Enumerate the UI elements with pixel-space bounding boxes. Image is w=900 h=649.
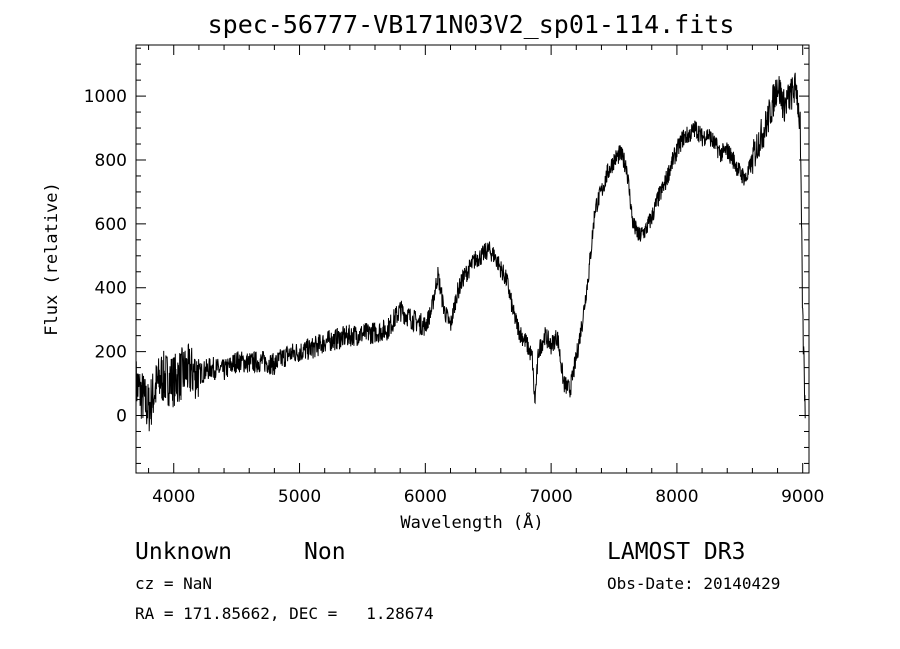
plot-frame bbox=[135, 44, 810, 474]
x-axis-label: Wavelength (Å) bbox=[400, 511, 543, 533]
x-tick-label: 7000 bbox=[529, 487, 572, 507]
y-axis-label: Flux (relative) bbox=[42, 182, 62, 336]
y-tick-label: 0 bbox=[116, 407, 127, 427]
redshift-text: cz = NaN bbox=[135, 574, 213, 593]
y-tick-label: 1000 bbox=[84, 87, 127, 107]
x-tick-label: 8000 bbox=[655, 487, 698, 507]
tick-labels: 4000 5000 6000 7000 8000 9000 0 200 400 600 800 100… bbox=[84, 87, 825, 507]
obs-date-text: Obs-Date: 20140429 bbox=[607, 574, 781, 593]
coordinates-text: RA = 171.85662, DEC = 1.28674 bbox=[135, 604, 434, 623]
x-tick-label: 4000 bbox=[152, 487, 195, 507]
x-tick-label: 6000 bbox=[404, 487, 447, 507]
x-tick-label: 5000 bbox=[278, 487, 321, 507]
survey-label: LAMOST DR3 bbox=[607, 539, 746, 565]
axis-ticks bbox=[136, 45, 809, 473]
object-subclass: Non bbox=[304, 539, 346, 565]
y-tick-label: 200 bbox=[95, 343, 127, 363]
flux-series-line bbox=[135, 72, 806, 432]
x-tick-label: 9000 bbox=[781, 487, 824, 507]
y-tick-label: 800 bbox=[95, 151, 127, 171]
y-tick-label: 400 bbox=[95, 279, 127, 299]
object-class: Unknown bbox=[135, 539, 232, 565]
chart-title: spec-56777-VB171N03V2_sp01-114.fits bbox=[208, 10, 735, 39]
y-tick-label: 600 bbox=[95, 215, 127, 235]
